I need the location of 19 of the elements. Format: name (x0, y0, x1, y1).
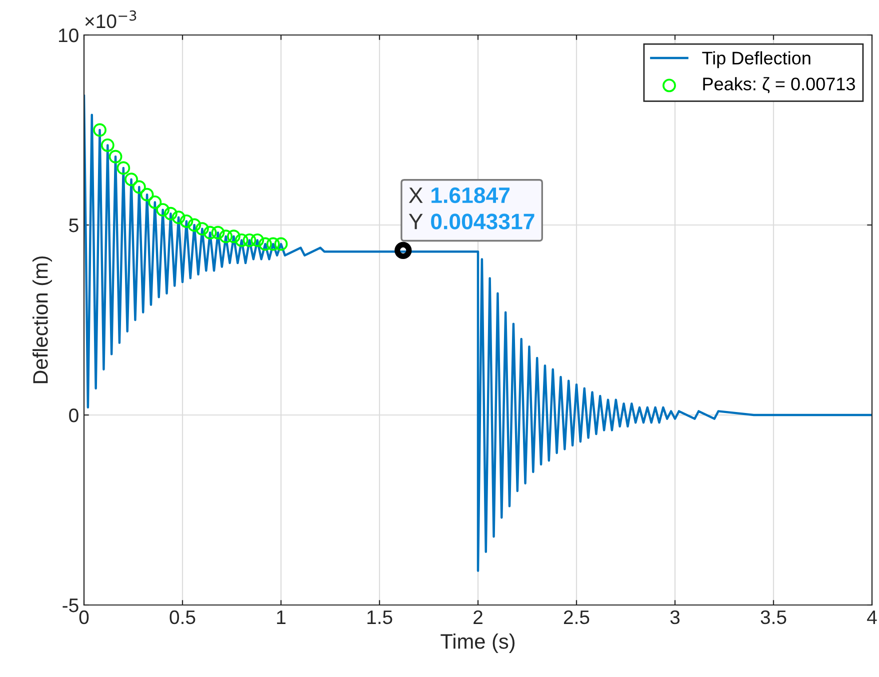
legend-label: Peaks: ζ = 0.00713 (703, 77, 855, 94)
x-tick-label: 2.5 (564, 610, 590, 624)
x-tick-label: 1.5 (367, 610, 392, 624)
x-tick-label: 3 (670, 610, 680, 624)
x-tick-label: 4 (867, 610, 877, 624)
x-axis-title: Time (s) (440, 634, 515, 653)
y-tick-label: 10 (58, 28, 78, 42)
text: ×10$^{−3}$ (85, 10, 136, 28)
y-axis-title: Deflection (m) (32, 256, 52, 384)
y-tick-label: 0 (69, 408, 78, 422)
x-tick-label: 3.5 (760, 610, 786, 624)
y-tick-label: -5 (62, 598, 78, 612)
annotation: X 1.61847 Y 0.0043317 (408, 187, 534, 230)
y-tick-label: 5 (69, 218, 78, 232)
x-tick-label: 0 (79, 610, 89, 624)
legend-label: Tip Deflection (702, 51, 810, 68)
x-tick-label: 1 (277, 610, 286, 624)
x-tick-label: 2 (474, 610, 482, 624)
x-tick-label: 0.5 (170, 610, 196, 624)
